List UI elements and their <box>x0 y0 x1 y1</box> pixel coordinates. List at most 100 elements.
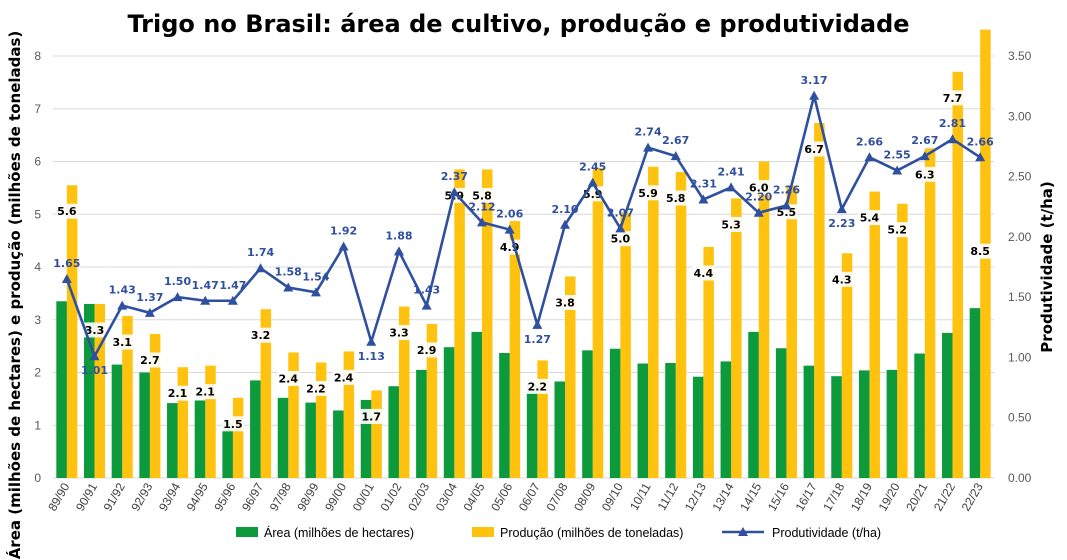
produtividade-point <box>532 319 543 329</box>
produtividade-point <box>864 152 875 162</box>
produtividade-point <box>753 207 764 217</box>
produtividade-data-label: 1.43 <box>413 284 440 297</box>
bar-area <box>333 410 344 478</box>
legend-label-producao: Produção (milhões de toneladas) <box>500 526 683 540</box>
bar-producao <box>454 169 465 478</box>
bar-area <box>83 303 95 478</box>
legend-label-area: Área (milhões de hectares) <box>264 525 414 540</box>
produtividade-data-label: 2.20 <box>745 191 772 204</box>
x-tick-label: 03/04 <box>433 480 460 513</box>
bar-producao <box>260 309 272 478</box>
producao-data-label: 5.0 <box>611 233 631 246</box>
producao-label-bg <box>830 271 853 287</box>
produtividade-data-label: 2.12 <box>468 200 495 213</box>
x-tick-label: 92/93 <box>128 480 155 513</box>
y2-tick-label: 2.50 <box>1008 170 1032 184</box>
bar-area <box>111 364 123 478</box>
bar-area <box>167 403 178 478</box>
produtividade-data-label: 1.74 <box>247 246 274 259</box>
chart-title: Trigo no Brasil: área de cultivo, produç… <box>127 10 910 38</box>
y-tick-label: 3 <box>34 313 41 327</box>
produtividade-point <box>366 336 377 346</box>
producao-data-label: 5.2 <box>887 224 907 237</box>
x-tick-label: 96/97 <box>239 480 266 513</box>
produtividade-data-label: 1.47 <box>219 279 246 292</box>
producao-data-label: 3.3 <box>389 327 409 340</box>
producao-label-bg <box>941 90 964 106</box>
bar-area <box>914 353 925 478</box>
x-tick-label: 02/03 <box>405 480 432 513</box>
y-tick-label: 6 <box>34 155 41 169</box>
x-tick-label: 94/95 <box>184 480 211 513</box>
x-tick-label: 16/17 <box>793 480 820 513</box>
bar-producao <box>149 333 161 478</box>
x-tick-label: 90/91 <box>73 480 100 513</box>
producao-data-label: 5.8 <box>666 192 686 205</box>
bar-producao <box>565 276 576 478</box>
y2-tick-label: 0.50 <box>1008 411 1032 425</box>
bar-area <box>194 400 206 478</box>
x-tick-label: 11/12 <box>655 480 682 513</box>
produtividade-data-label: 1.65 <box>53 257 80 270</box>
y-tick-label: 7 <box>34 102 41 116</box>
producao-label-bg <box>83 322 106 338</box>
produtividade-point <box>421 300 432 310</box>
produtividade-data-label: 2.37 <box>441 170 468 183</box>
producao-label-bg <box>637 185 660 201</box>
bar-producao <box>481 169 493 478</box>
produtividade-data-label: 1.47 <box>192 279 219 292</box>
producao-label-bg <box>415 342 438 358</box>
producao-label-bg <box>470 187 493 203</box>
produtividade-data-label: 2.26 <box>773 184 800 197</box>
producao-data-label: 3.2 <box>251 329 271 342</box>
bar-area <box>139 372 150 478</box>
bar-producao <box>758 161 770 478</box>
produtividade-data-label: 2.74 <box>634 126 661 139</box>
producao-label-bg <box>166 385 189 401</box>
producao-label-bg <box>803 141 826 157</box>
produtividade-point <box>172 292 183 302</box>
bar-area <box>609 348 621 478</box>
bar-area <box>56 301 67 478</box>
produtividade-point <box>560 219 571 229</box>
produtividade-point <box>89 351 100 361</box>
x-tick-label: 01/02 <box>377 480 404 513</box>
produtividade-data-label: 1.37 <box>136 291 163 304</box>
produtividade-data-label: 1.58 <box>275 265 302 278</box>
x-tick-label: 17/18 <box>820 480 847 513</box>
bar-producao <box>66 185 78 479</box>
producao-data-label: 1.7 <box>362 410 382 423</box>
produtividade-point <box>947 134 958 144</box>
producao-data-label: 8.5 <box>970 245 990 258</box>
bar-area <box>388 386 399 478</box>
producao-data-label: 2.2 <box>528 380 548 393</box>
y-axis-title: Área (milhões de hectares) e produção (m… <box>5 31 24 560</box>
bar-producao <box>371 390 382 478</box>
producao-data-label: 2.4 <box>279 372 299 385</box>
produtividade-point <box>698 194 709 204</box>
bar-producao <box>703 246 714 478</box>
producao-data-label: 5.6 <box>57 205 77 218</box>
producao-data-label: 2.4 <box>334 371 354 384</box>
x-tick-label: 18/19 <box>848 480 875 513</box>
produtividade-point <box>892 165 903 175</box>
producao-label-bg <box>55 203 78 219</box>
produtividade-data-label: 1.50 <box>164 275 191 288</box>
producao-data-label: 2.7 <box>140 354 160 367</box>
producao-data-label: 5.5 <box>777 206 797 219</box>
bar-area <box>831 376 842 478</box>
bar-producao <box>205 365 216 478</box>
bar-area <box>775 348 787 478</box>
bar-producao <box>177 367 189 478</box>
produtividade-point <box>61 274 72 284</box>
y2-tick-label: 3.00 <box>1008 109 1032 123</box>
x-tick-label: 19/20 <box>876 480 903 513</box>
x-tick-label: 04/05 <box>460 480 487 513</box>
bar-area <box>554 381 566 478</box>
produtividade-data-label: 2.45 <box>579 161 606 174</box>
producao-label-bg <box>387 325 410 341</box>
produtividade-data-label: 1.01 <box>81 364 108 377</box>
producao-label-bg <box>720 216 743 232</box>
bar-area <box>941 332 953 478</box>
